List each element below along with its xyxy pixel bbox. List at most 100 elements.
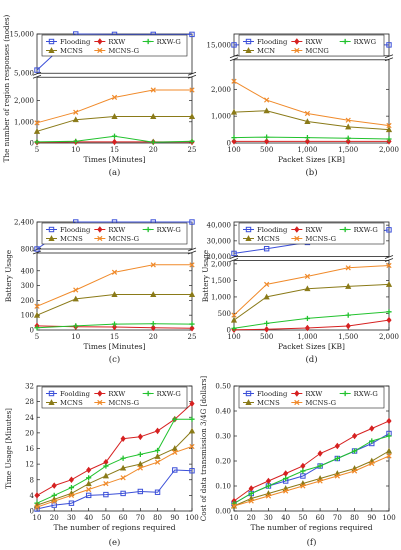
data-point — [263, 107, 270, 114]
data-point — [386, 417, 392, 425]
x-tick-label: 70 — [136, 514, 145, 522]
data-point — [230, 316, 238, 323]
series-4 — [33, 113, 196, 134]
data-point — [68, 492, 75, 498]
series-5 — [34, 262, 195, 309]
series-5 — [34, 443, 195, 510]
data-point — [283, 475, 289, 482]
x-tick-label: 50 — [298, 514, 307, 522]
legend-label: MCNS-G — [305, 399, 336, 407]
x-tick-label: 2,000 — [379, 146, 399, 154]
x-axis-title: The number of regions required — [54, 523, 176, 532]
data-point — [150, 113, 157, 119]
y-tick-label: 20,000 — [207, 253, 232, 261]
data-point — [51, 498, 57, 504]
legend-marker — [48, 38, 55, 45]
x-tick-label: 100 — [382, 514, 395, 522]
data-point — [34, 492, 40, 499]
data-point — [304, 315, 311, 322]
legend-marker — [48, 390, 55, 397]
legend-label: RXWG — [354, 38, 376, 46]
axis-break-mark — [187, 247, 197, 255]
x-tick-label: 100 — [227, 333, 240, 341]
data-point — [386, 42, 392, 48]
legend-marker — [48, 399, 55, 406]
legend-marker — [48, 47, 55, 54]
x-tick-label: 20 — [149, 333, 158, 341]
data-point — [189, 468, 195, 474]
series-line — [233, 80, 390, 127]
legend-marker — [294, 235, 300, 242]
legend-label: RXW — [108, 390, 125, 398]
series-3 — [34, 321, 195, 331]
x-tick-label: 80 — [350, 514, 359, 522]
legend-marker — [97, 47, 103, 54]
data-point — [188, 291, 196, 297]
series-line — [233, 136, 390, 140]
legend-label: RXW — [305, 38, 322, 46]
series-line — [36, 403, 193, 496]
series-3 — [34, 133, 195, 145]
x-tick-label: 500 — [260, 333, 273, 341]
y-tick-label: 15,000 — [10, 31, 35, 39]
legend-marker — [245, 38, 252, 45]
y-axis-title: Cost of data transmission 3/4G [dollars] — [199, 376, 208, 522]
legend-marker — [145, 226, 151, 233]
y-tick-label: 0.30 — [215, 433, 231, 441]
data-point — [111, 269, 118, 275]
data-point — [51, 482, 57, 489]
data-point — [283, 488, 289, 494]
data-point — [72, 116, 79, 123]
data-point — [120, 475, 126, 481]
series-line — [36, 264, 192, 307]
legend-marker — [97, 226, 103, 233]
legend-marker — [294, 38, 300, 45]
data-point — [86, 475, 92, 481]
x-tick-label: 80 — [153, 514, 162, 522]
x-tick-label: 10 — [71, 333, 80, 341]
data-point — [33, 311, 41, 318]
data-point — [154, 447, 161, 454]
data-point — [34, 303, 40, 309]
data-point — [264, 320, 270, 326]
data-point — [189, 87, 195, 93]
data-point — [264, 281, 270, 287]
y-tick-label: 20 — [25, 429, 34, 437]
chart-panel-2: 15,000 0 1,000 2,000 100 500 1,000 1,500 2,000 Pa… — [207, 33, 399, 178]
data-point — [150, 262, 156, 268]
legend: Flooding RXW RXW-G MCNS MCNS-G — [41, 222, 188, 245]
data-point — [154, 489, 161, 495]
y-tick-label: 12 — [25, 461, 34, 469]
legend-marker — [294, 47, 300, 54]
legend-label: MCN — [257, 47, 275, 55]
plot-frame-lower — [233, 59, 390, 144]
data-point — [386, 453, 392, 459]
data-point — [86, 466, 92, 474]
legend-label: Flooding — [257, 38, 288, 46]
legend-marker — [48, 235, 55, 241]
data-point — [111, 113, 118, 119]
x-axis-title: Packet Sizes [KB] — [278, 342, 345, 351]
series-4 — [33, 427, 196, 508]
y-tick-label: 0 — [30, 140, 34, 148]
data-point — [345, 265, 351, 271]
x-tick-label: 100 — [185, 514, 198, 522]
x-tick-label: 30 — [264, 514, 273, 522]
x-axis-title: Packet Sizes [KB] — [278, 155, 345, 164]
x-tick-label: 15 — [110, 146, 119, 154]
data-point — [345, 138, 351, 145]
x-tick-label: 20 — [149, 146, 158, 154]
plot-frame-upper — [233, 221, 390, 257]
x-tick-label: 1,500 — [338, 333, 358, 341]
data-point — [120, 490, 126, 497]
data-point — [264, 134, 270, 140]
data-point — [345, 123, 352, 130]
y-tick-label: 800 — [21, 246, 34, 254]
chart-panel-6: 0.00 0.10 0.20 0.30 0.40 0.50 10 20 30 40 50 60 70 80… — [199, 376, 396, 548]
data-point — [137, 433, 143, 441]
data-point — [334, 442, 340, 450]
panel-label: (c) — [109, 354, 120, 365]
data-point — [304, 273, 311, 280]
axis-break-mark — [384, 255, 394, 262]
y-tick-label: 2,000 — [211, 260, 231, 268]
